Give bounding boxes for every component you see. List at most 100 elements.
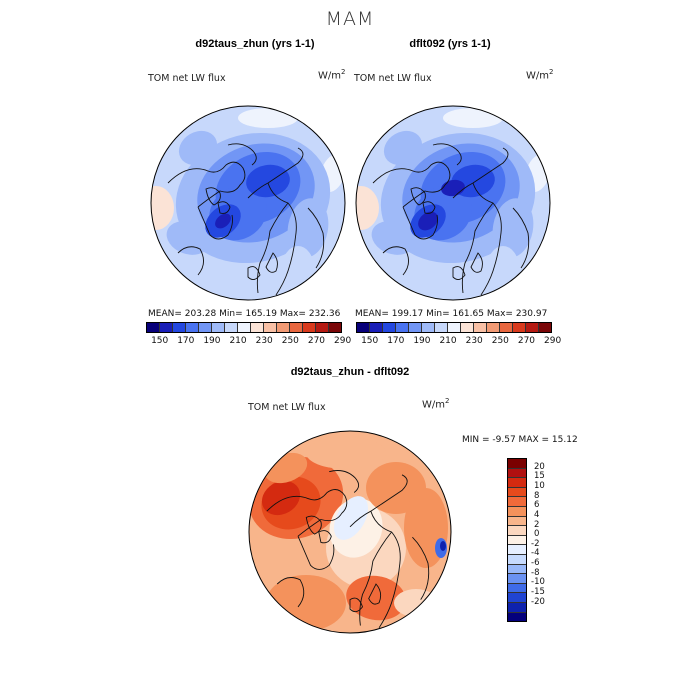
colorbar-swatch xyxy=(461,323,474,332)
colorbar-swatch xyxy=(508,535,526,546)
colorbar-swatch xyxy=(238,323,251,332)
colorbar-tick-label: -2 xyxy=(531,538,540,549)
colorbar-swatch xyxy=(508,612,526,622)
field-contour-light xyxy=(238,108,298,128)
panel1-map xyxy=(150,105,346,301)
coastline xyxy=(197,206,233,240)
coastline xyxy=(368,583,382,605)
coastline xyxy=(297,536,335,570)
colorbar-tick-label: 4 xyxy=(534,509,540,520)
colorbar-swatch xyxy=(435,323,448,332)
colorbar-swatch xyxy=(508,583,526,594)
colorbar-swatch xyxy=(508,506,526,517)
colorbar-tick-label: -15 xyxy=(531,587,545,598)
colorbar-swatch xyxy=(508,468,526,479)
colorbar-swatch xyxy=(474,323,487,332)
field-contour xyxy=(333,496,369,540)
colorbar-swatch xyxy=(448,323,461,332)
panel2-map xyxy=(355,105,551,301)
coastline xyxy=(349,474,408,528)
colorbar-swatch xyxy=(264,323,277,332)
colorbar-tick-label: 20 xyxy=(534,461,545,472)
coastline xyxy=(412,536,430,600)
colorbar-swatch xyxy=(199,323,212,332)
coastline xyxy=(472,182,502,296)
colorbar-swatch xyxy=(173,323,186,332)
coastline xyxy=(167,161,246,208)
field-contour-warm xyxy=(356,186,379,230)
panel1-subtitle: TOM net LW flux xyxy=(148,73,226,84)
coastline xyxy=(266,489,348,537)
panel3-colorbar xyxy=(507,458,527,622)
colorbar-swatch xyxy=(508,593,526,603)
coastline xyxy=(265,252,278,273)
colorbar-tick-label: 10 xyxy=(534,480,545,491)
colorbar-tick-label: 270 xyxy=(307,336,326,346)
panel2-title: dflt092 (yrs 1-1) xyxy=(409,38,491,50)
panel3-subtitle: TOM net LW flux xyxy=(248,402,326,413)
colorbar-tick-label: 230 xyxy=(465,336,483,346)
colorbar-tick-label: 230 xyxy=(255,336,273,346)
colorbar-swatch xyxy=(212,323,225,332)
colorbar-swatch xyxy=(508,526,526,536)
colorbar-tick-label: 290 xyxy=(334,336,352,346)
colorbar-tick-label: 15 xyxy=(534,471,545,482)
coastline xyxy=(372,161,451,208)
field-contour xyxy=(492,198,534,258)
colorbar-tick-label: 210 xyxy=(439,336,457,346)
coastline xyxy=(349,597,364,613)
colorbar-tick-label: 170 xyxy=(387,336,405,346)
colorbar-tick-label: 170 xyxy=(177,336,195,346)
field-contour xyxy=(246,164,290,198)
colorbar-swatch xyxy=(396,323,409,332)
panel3-map xyxy=(248,430,452,634)
coastline xyxy=(305,515,322,535)
colorbar-swatch xyxy=(508,554,526,565)
colorbar-tick-label: 270 xyxy=(517,336,536,346)
colorbar-swatch xyxy=(316,323,329,332)
field-contour xyxy=(418,211,438,231)
field-contour xyxy=(487,246,519,290)
field-contour xyxy=(383,130,423,166)
field-contour xyxy=(440,541,446,551)
colorbar-swatch xyxy=(508,478,526,488)
colorbar-swatch xyxy=(225,323,238,332)
colorbar-tick-label: -8 xyxy=(531,567,540,578)
field-contour-light xyxy=(443,108,503,128)
figure-title: MAM xyxy=(325,8,375,30)
field-contour xyxy=(178,130,218,166)
colorbar-swatch xyxy=(508,602,526,613)
panel2-subtitle: TOM net LW flux xyxy=(354,73,432,84)
colorbar-swatch xyxy=(251,323,264,332)
coastline xyxy=(247,266,261,280)
colorbar-tick-label: 290 xyxy=(544,336,562,346)
panel3-map-border xyxy=(248,430,452,634)
colorbar-tick-label: 210 xyxy=(229,336,247,346)
colorbar-swatch xyxy=(370,323,383,332)
panel2-units: W/m2 xyxy=(526,68,554,82)
coastline xyxy=(247,147,304,199)
colorbar-swatch xyxy=(500,323,513,332)
colorbar-swatch xyxy=(290,323,303,332)
coastline xyxy=(432,143,462,166)
colorbar-tick-label: -4 xyxy=(531,548,540,559)
colorbar-tick-label: 150 xyxy=(151,336,169,346)
panel2-coastlines xyxy=(372,143,530,296)
coastline xyxy=(470,252,483,273)
coastline xyxy=(382,246,409,276)
colorbar-swatch xyxy=(508,516,526,527)
coastline xyxy=(307,207,325,269)
field-contour xyxy=(166,221,210,255)
colorbar-swatch xyxy=(383,323,396,332)
colorbar-tick-label: 250 xyxy=(281,336,299,346)
panel2-colorbar xyxy=(356,322,552,333)
coastline xyxy=(227,143,257,166)
colorbar-swatch xyxy=(303,323,316,332)
panel3-units: W/m2 xyxy=(422,397,450,411)
panel1-coastlines xyxy=(167,143,325,296)
coastline xyxy=(452,147,509,199)
colorbar-swatch xyxy=(409,323,422,332)
colorbar-swatch xyxy=(508,459,526,469)
coastline xyxy=(205,187,221,206)
panel1-title: d92taus_zhun (yrs 1-1) xyxy=(195,38,315,50)
